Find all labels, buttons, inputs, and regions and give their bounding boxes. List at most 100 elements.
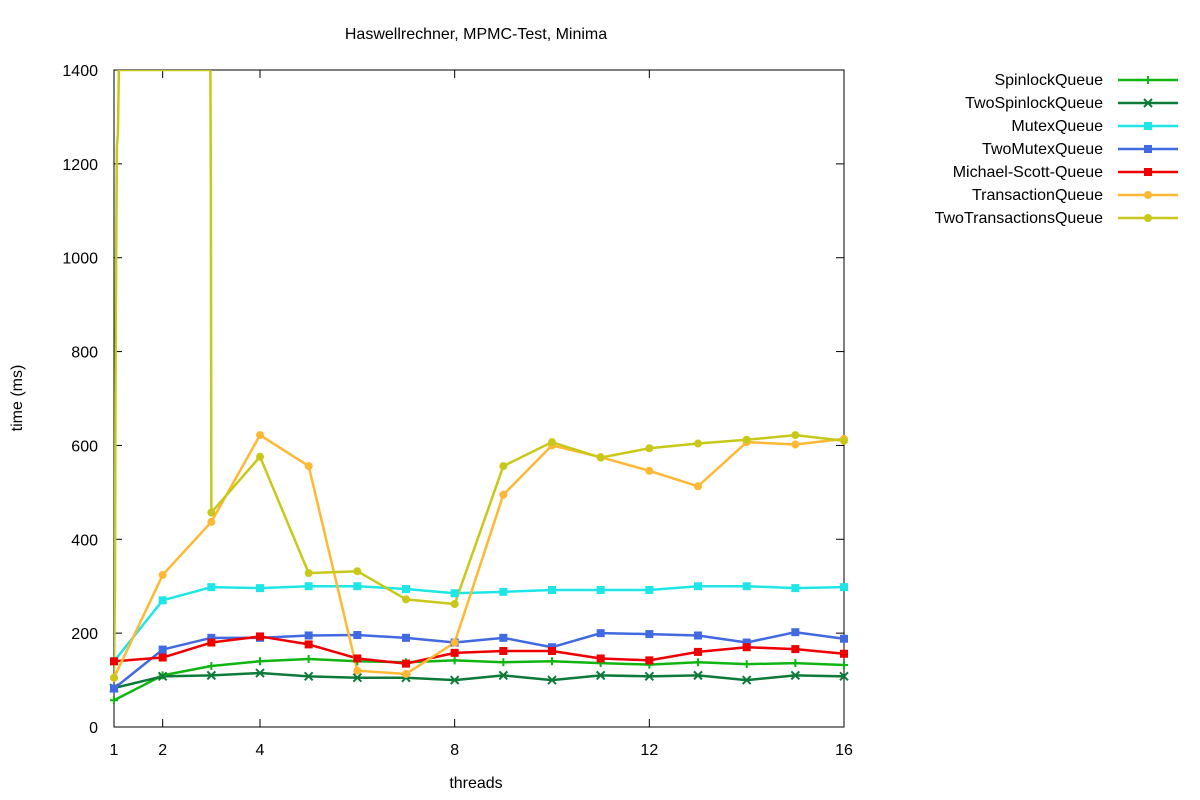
y-tick-label: 0	[89, 720, 98, 737]
data-point	[353, 666, 362, 675]
data-point	[499, 462, 508, 471]
data-point	[256, 452, 264, 461]
data-point	[449, 675, 460, 685]
data-point	[791, 659, 800, 668]
data-point	[548, 585, 556, 594]
data-point	[645, 444, 654, 453]
data-point	[644, 671, 655, 682]
chart-title: Haswellrechner, MPMC-Test, Minima	[345, 26, 607, 43]
data-point	[402, 595, 410, 604]
data-point	[548, 438, 556, 447]
series-layer	[114, 70, 844, 702]
data-point	[645, 656, 654, 665]
series-line-1	[114, 671, 844, 690]
data-point	[693, 670, 703, 681]
data-point	[595, 670, 606, 681]
y-tick-label: 600	[71, 438, 98, 455]
data-point	[353, 654, 362, 663]
x-tick-label: 1	[110, 742, 119, 759]
data-point	[499, 587, 508, 596]
data-point	[694, 582, 702, 591]
data-point	[303, 671, 314, 682]
data-point	[547, 675, 557, 685]
x-tick-label: 16	[835, 742, 853, 759]
data-point	[207, 661, 216, 670]
plot-frame	[113, 69, 845, 728]
data-point	[741, 675, 752, 685]
data-point	[596, 453, 605, 462]
data-point	[742, 582, 751, 591]
data-point	[840, 583, 848, 592]
legend-label: TwoMutexQueue	[982, 141, 1103, 158]
data-point	[450, 656, 459, 665]
data-point	[304, 462, 313, 471]
data-point	[110, 657, 118, 666]
data-point	[304, 582, 313, 591]
data-point	[742, 638, 751, 647]
legend-marker	[1144, 145, 1152, 153]
data-point	[742, 435, 751, 444]
legend-label: TwoSpinlockQueue	[965, 95, 1103, 112]
series-line-3	[114, 630, 844, 690]
legend-marker	[1143, 98, 1153, 108]
data-point	[450, 648, 459, 657]
data-point	[158, 645, 167, 654]
series-line-0	[114, 657, 844, 702]
legend-label: Michael-Scott-Queue	[953, 164, 1103, 181]
data-point	[596, 585, 605, 594]
y-tick-label: 400	[71, 532, 98, 549]
series-line-5	[114, 433, 844, 679]
data-point	[645, 466, 654, 475]
data-point	[110, 673, 118, 682]
data-point	[499, 658, 508, 667]
legend-marker	[1144, 122, 1152, 130]
data-point	[791, 431, 800, 440]
data-point	[353, 631, 362, 640]
data-point	[499, 633, 508, 642]
data-point	[206, 670, 217, 681]
x-axis-label: threads	[449, 775, 502, 792]
legend-marker	[1144, 76, 1152, 84]
data-point	[694, 482, 702, 491]
data-point	[548, 657, 556, 666]
data-point	[304, 631, 313, 640]
data-point	[791, 440, 800, 449]
legend-marker	[1144, 214, 1152, 222]
data-point	[158, 653, 167, 662]
data-point	[840, 436, 848, 445]
legend-label: MutexQueue	[1011, 118, 1103, 135]
data-point	[499, 490, 508, 499]
data-point	[742, 660, 751, 669]
data-point	[304, 654, 313, 663]
data-point	[256, 657, 264, 666]
data-point	[791, 628, 800, 637]
markers-layer	[109, 431, 849, 705]
data-point	[255, 668, 265, 678]
data-point	[596, 629, 605, 638]
data-point	[256, 584, 264, 593]
data-point	[645, 630, 654, 639]
data-point	[207, 508, 216, 517]
data-point	[207, 638, 216, 647]
x-tick-label: 12	[640, 742, 658, 759]
data-point	[304, 640, 313, 649]
data-point	[353, 582, 362, 591]
series-line-4	[114, 635, 844, 665]
legend-marker	[1144, 168, 1152, 176]
legend-label: TwoTransactionsQueue	[935, 210, 1103, 227]
data-point	[207, 517, 216, 526]
y-tick-label: 1400	[62, 63, 98, 80]
data-point	[402, 669, 410, 678]
data-point	[694, 647, 702, 656]
data-point	[450, 638, 459, 647]
data-point	[694, 439, 702, 448]
data-point	[158, 570, 167, 579]
data-point	[207, 583, 216, 592]
data-point	[158, 596, 167, 605]
y-tick-label: 800	[71, 345, 98, 362]
legend-label: SpinlockQueue	[994, 72, 1103, 89]
x-tick-label: 2	[158, 742, 167, 759]
x-tick-label: 4	[256, 742, 265, 759]
y-tick-label: 1200	[62, 157, 98, 174]
